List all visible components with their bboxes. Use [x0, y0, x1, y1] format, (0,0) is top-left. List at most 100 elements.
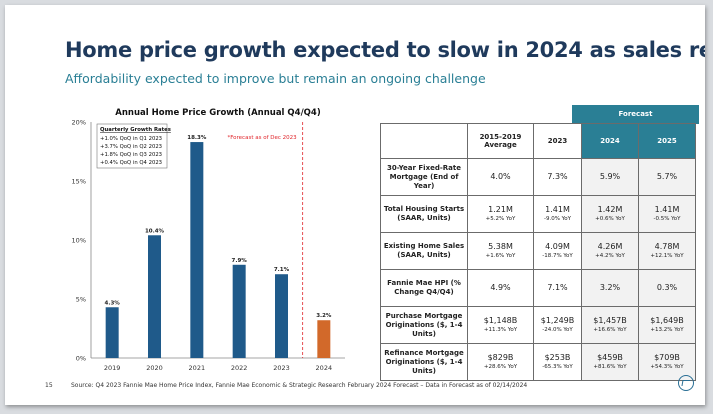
page-title: Home price growth expected to slow in 20… — [65, 38, 705, 62]
table-header-row: 2015-2019 Average 2023 2024 2025 — [380, 123, 696, 159]
cell-value: $253B — [544, 353, 571, 362]
cell-value: 1.41M — [545, 205, 570, 214]
forecast-note: *Forecast as of Dec 2023 — [227, 135, 297, 141]
slide: Home price growth expected to slow in 20… — [5, 5, 705, 405]
bar — [275, 274, 288, 358]
quarterly-legend-item: +3.7% QoQ in Q2 2023 — [100, 144, 162, 150]
cell-value: 1.42M — [597, 205, 623, 214]
x-tick-label: 2024 — [316, 364, 333, 372]
annual-home-price-growth-chart: Annual Home Price Growth (Annual Q4/Q4) 0… — [72, 108, 345, 372]
cell-value: $1,249B — [540, 316, 575, 325]
cell-yoy-change: +16.6% YoY — [593, 327, 627, 333]
cell-yoy-change: -24.0% YoY — [542, 327, 573, 333]
table-cell: 7.1% — [533, 269, 582, 307]
table-cell: 5.7% — [638, 158, 696, 196]
cell-yoy-change: +4.2% YoY — [595, 253, 625, 259]
bar — [105, 307, 119, 358]
y-tick-label: 0% — [76, 355, 86, 363]
bar — [317, 320, 331, 358]
cell-yoy-change: +28.6% YoY — [483, 364, 518, 370]
table-cell: 4.0% — [467, 158, 534, 196]
cell-yoy-change: +54.3% YoY — [650, 364, 684, 370]
table-cell: 4.78M +12.1% YoY — [638, 232, 696, 270]
table-cell: $1,649B +13.2% YoY — [638, 306, 696, 344]
cell-value: 5.9% — [599, 172, 621, 181]
row-label: Total Housing Starts (SAAR, Units) — [380, 195, 468, 233]
bar-data-label: 7.9% — [232, 258, 248, 264]
table-cell: $829B +28.6% YoY — [467, 343, 534, 381]
page-number: 15 — [45, 382, 53, 389]
table-cell: 7.3% — [533, 158, 582, 196]
table-cell: 1.21M +5.2% YoY — [467, 195, 534, 233]
bar-data-label: 4.3% — [105, 300, 121, 306]
table-cell: $1,249B -24.0% YoY — [533, 306, 582, 344]
table-row: 30-Year Fixed-Rate Mortgage (End of Year… — [380, 158, 696, 196]
table-cell: $459B +81.6% YoY — [581, 343, 639, 381]
cell-value: 1.21M — [488, 205, 513, 214]
quarterly-legend-item: +0.4% QoQ in Q4 2023 — [100, 160, 162, 166]
bar — [148, 235, 161, 358]
bar-data-label: 7.1% — [274, 267, 290, 273]
quarterly-legend-box — [96, 123, 168, 169]
table-cell: 1.41M -9.0% YoY — [533, 195, 582, 233]
forecast-header: Forecast — [572, 105, 699, 124]
row-label: Refinance Mortgage Originations ($, 1-4 … — [380, 343, 468, 381]
table-header-cell: 2015-2019 Average — [467, 123, 534, 159]
table-row: Fannie Mae HPI (% Change Q4/Q4) 4.9% 7.1% 3… — [380, 269, 696, 307]
cell-value: 4.78M — [654, 242, 680, 251]
x-tick-label: 2020 — [146, 364, 163, 372]
cell-yoy-change: +12.1% YoY — [650, 253, 684, 259]
x-tick-label: 2022 — [231, 364, 248, 372]
cell-value: 4.0% — [490, 172, 511, 181]
table-cell: 1.42M +0.6% YoY — [581, 195, 639, 233]
table-cell: 1.41M -0.5% YoY — [638, 195, 696, 233]
table-cell: 4.26M +4.2% YoY — [581, 232, 639, 270]
cell-value: $1,457B — [593, 316, 627, 325]
x-tick-label: 2023 — [273, 364, 290, 372]
table-row: Existing Home Sales (SAAR, Units) 5.38M +1… — [380, 232, 696, 270]
table-header-cell: 2023 — [533, 123, 582, 159]
cell-value: 1.41M — [654, 205, 680, 214]
table-cell: 4.9% — [467, 269, 534, 307]
bar-data-label: 3.2% — [316, 313, 332, 319]
table-cell: 0.3% — [638, 269, 696, 307]
cell-yoy-change: -0.5% YoY — [653, 216, 681, 222]
quarterly-legend-item: +1.8% QoQ in Q3 2023 — [100, 152, 162, 158]
table-cell: 5.9% — [581, 158, 639, 196]
cell-value: 4.9% — [490, 283, 511, 292]
cell-yoy-change: +0.6% YoY — [595, 216, 625, 222]
cell-yoy-change: -9.0% YoY — [543, 216, 572, 222]
forecast-table: 2015-2019 Average 2023 2024 2025 30-Year Fi… — [380, 123, 696, 381]
table-header-cell: 2025 — [638, 123, 696, 159]
page-subtitle: Affordability expected to improve but re… — [65, 71, 486, 86]
bar — [232, 264, 246, 358]
cell-yoy-change: +13.2% YoY — [650, 327, 684, 333]
table-row: Purchase Mortgage Originations ($, 1-4 U… — [380, 306, 696, 344]
table-header-cell: 2024 — [581, 123, 639, 159]
table-cell: 4.09M -18.7% YoY — [533, 232, 582, 270]
cell-yoy-change: -18.7% YoY — [542, 253, 573, 259]
x-tick-label: 2019 — [104, 364, 121, 372]
cell-value: $709B — [654, 353, 680, 362]
cell-yoy-change: -65.3% YoY — [542, 364, 573, 370]
row-label: 30-Year Fixed-Rate Mortgage (End of Year… — [380, 158, 468, 196]
y-tick-label: 20% — [72, 119, 86, 127]
y-tick-label: 15% — [72, 178, 86, 186]
row-label: Purchase Mortgage Originations ($, 1-4 U… — [380, 306, 468, 344]
bar-data-label: 18.3% — [187, 135, 207, 141]
table-cell: 5.38M +1.6% YoY — [467, 232, 534, 270]
cell-value: 5.38M — [488, 242, 513, 251]
table-cell: $1,457B +16.6% YoY — [581, 306, 639, 344]
table-cell: $1,148B +11.3% YoY — [467, 306, 534, 344]
cell-yoy-change: +11.3% YoY — [483, 327, 518, 333]
cell-value: 7.1% — [547, 283, 568, 292]
cell-value: $1,148B — [483, 316, 518, 325]
cell-value: 4.26M — [597, 242, 623, 251]
cell-yoy-change: +5.2% YoY — [485, 216, 516, 222]
table-cell: $253B -65.3% YoY — [533, 343, 582, 381]
y-tick-label: 10% — [72, 237, 86, 245]
bar — [190, 142, 204, 358]
y-tick-label: 5% — [76, 296, 86, 304]
cell-value: 3.2% — [599, 283, 621, 292]
cell-value: $459B — [597, 353, 623, 362]
